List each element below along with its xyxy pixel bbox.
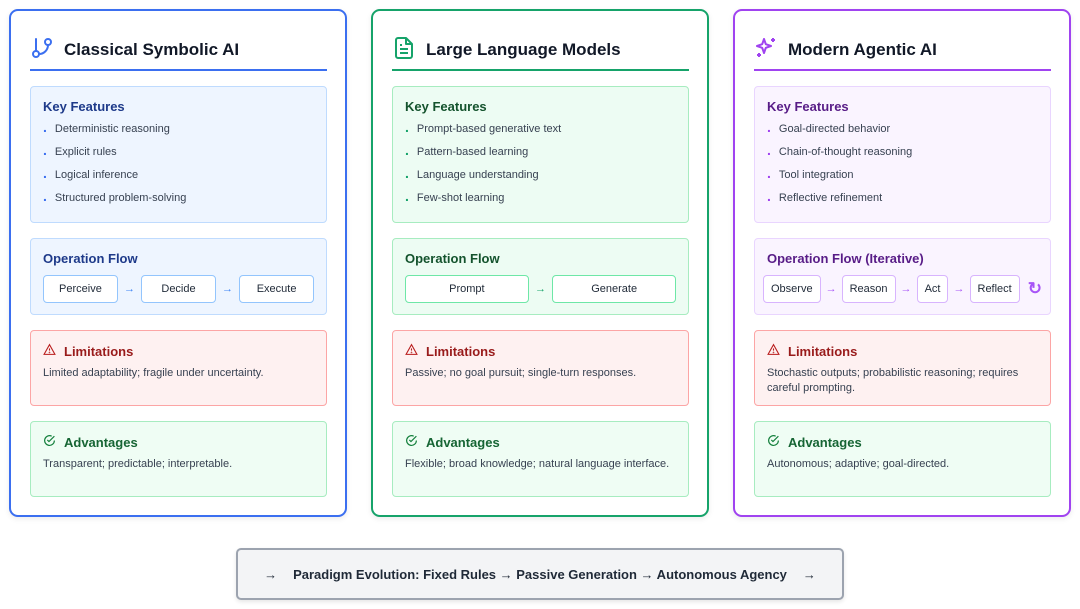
feature-text: Pattern-based learning <box>416 146 529 158</box>
flow-arrow-icon: → <box>222 283 234 295</box>
warning-icon <box>767 343 780 359</box>
flow-step-reflect: Reflect <box>969 275 1020 303</box>
advantages: Advantages Autonomous; adaptive; goal-dir… <box>754 421 1051 497</box>
operation-flow: Operation Flow Perceive → Decide → Execute <box>30 238 327 315</box>
warning-icon <box>43 343 56 359</box>
advantages: Advantages Transparent; predictable; inte… <box>30 421 327 497</box>
feature-text: Explicit rules <box>54 146 117 158</box>
check-circle-icon <box>767 434 780 450</box>
operation-flow: Operation Flow (Iterative) Observe → Reason… <box>754 238 1051 315</box>
card-title: Classical Symbolic AI <box>64 40 240 59</box>
feature-text: Goal-directed behavior <box>778 123 891 135</box>
operation-flow: Operation Flow Prompt → Generate <box>392 238 689 315</box>
feature-item: . Goal-directed behavior <box>767 119 891 135</box>
advantages: Advantages Flexible; broad knowledge; nat… <box>392 421 689 497</box>
feature-item: . Prompt-based generative text <box>405 119 562 135</box>
feature-text: Logical inference <box>54 169 139 181</box>
advantages-title: Advantages <box>64 434 138 450</box>
flow-step-observe: Observe <box>763 275 821 303</box>
feature-text: Prompt-based generative text <box>416 123 562 135</box>
flow-arrow-icon: → <box>900 283 912 295</box>
limitations-text: Stochastic outputs; probabilistic reason… <box>767 367 1019 394</box>
operation-flow-title: Operation Flow <box>43 251 138 266</box>
flow-step-perceive: Perceive <box>43 275 118 303</box>
flow-arrow-icon: → <box>825 283 837 295</box>
limitations-text: Limited adaptability; fragile under unce… <box>43 367 264 379</box>
warning-icon <box>405 343 418 359</box>
key-features-title: Key Features <box>405 99 487 114</box>
feature-text: Few-shot learning <box>416 192 505 204</box>
limitations-title: Limitations <box>788 343 858 359</box>
loop-icon: ↻ <box>1027 279 1042 298</box>
limitations: Limitations Passive; no goal pursuit; sin… <box>392 330 689 406</box>
key-features: Key Features . Deterministic reasoning . Exp… <box>30 86 327 223</box>
limitations-title: Limitations <box>426 343 496 359</box>
advantages-text: Flexible; broad knowledge; natural langu… <box>405 458 670 470</box>
feature-text: Reflective refinement <box>778 192 883 204</box>
flow-step-execute: Execute <box>239 275 315 303</box>
flow-arrow-icon: → <box>123 283 135 295</box>
paradigm-evolution-banner: → Paradigm Evolution: Fixed Rules → Pass… <box>236 548 844 600</box>
flow-arrow-icon: → <box>535 283 546 295</box>
flow-step-decide: Decide <box>141 275 216 303</box>
paradigm-card-1: Large Language Models Key Features . Promp… <box>371 9 709 517</box>
key-features: Key Features . Prompt-based generative tex… <box>392 86 689 223</box>
key-features-title: Key Features <box>43 99 125 114</box>
flow-step-prompt: Prompt <box>405 275 529 303</box>
check-circle-icon <box>405 434 418 450</box>
paradigm-card-2: Modern Agentic AI Key Features . Goal-dire… <box>733 9 1071 517</box>
operation-flow-title: Operation Flow (Iterative) <box>767 251 924 266</box>
feature-text: Tool integration <box>778 169 854 181</box>
card-title: Large Language Models <box>426 40 621 59</box>
feature-item: . Chain-of-thought reasoning <box>767 142 913 158</box>
feature-item: . Language understanding <box>405 165 539 181</box>
paradigm-card-0: Classical Symbolic AI Key Features . Deter… <box>9 9 347 517</box>
limitations-title: Limitations <box>64 343 134 359</box>
feature-text: Chain-of-thought reasoning <box>778 146 913 158</box>
advantages-text: Autonomous; adaptive; goal-directed. <box>767 458 950 470</box>
feature-item: . Tool integration <box>767 165 854 181</box>
limitations-text: Passive; no goal pursuit; single-turn re… <box>405 367 637 379</box>
key-features: Key Features . Goal-directed behavior . Chai… <box>754 86 1051 223</box>
arrow-right-icon: → <box>802 566 816 582</box>
feature-item: . Reflective refinement <box>767 188 883 204</box>
feature-item: . Deterministic reasoning <box>43 119 170 135</box>
limitations: Limitations Stochastic outputs; probabili… <box>754 330 1051 406</box>
advantages-title: Advantages <box>426 434 500 450</box>
flow-arrow-icon: → <box>953 283 965 295</box>
advantages-text: Transparent; predictable; interpretable. <box>43 458 233 470</box>
check-circle-icon <box>43 434 56 450</box>
feature-item: . Logical inference <box>43 165 139 181</box>
advantages-title: Advantages <box>788 434 862 450</box>
feature-text: Language understanding <box>416 169 539 181</box>
git-branch-icon <box>30 36 54 65</box>
flow-step-generate: Generate <box>552 275 676 303</box>
card-title: Modern Agentic AI <box>788 40 937 59</box>
paradigm-evolution-text: Paradigm Evolution: Fixed Rules → Passiv… <box>293 566 787 582</box>
feature-text: Structured problem-solving <box>54 192 187 204</box>
feature-item: . Few-shot learning <box>405 188 505 204</box>
feature-item: . Structured problem-solving <box>43 188 187 204</box>
arrow-right-icon: → <box>264 566 278 582</box>
feature-item: . Pattern-based learning <box>405 142 529 158</box>
feature-item: . Explicit rules <box>43 142 117 158</box>
document-icon <box>392 36 416 65</box>
key-features-title: Key Features <box>767 99 849 114</box>
flow-step-reason: Reason <box>841 275 896 303</box>
feature-text: Deterministic reasoning <box>54 123 170 135</box>
sparkles-icon <box>754 36 778 65</box>
limitations: Limitations Limited adaptability; fragile… <box>30 330 327 406</box>
operation-flow-title: Operation Flow <box>405 251 500 266</box>
flow-step-act: Act <box>916 275 949 303</box>
